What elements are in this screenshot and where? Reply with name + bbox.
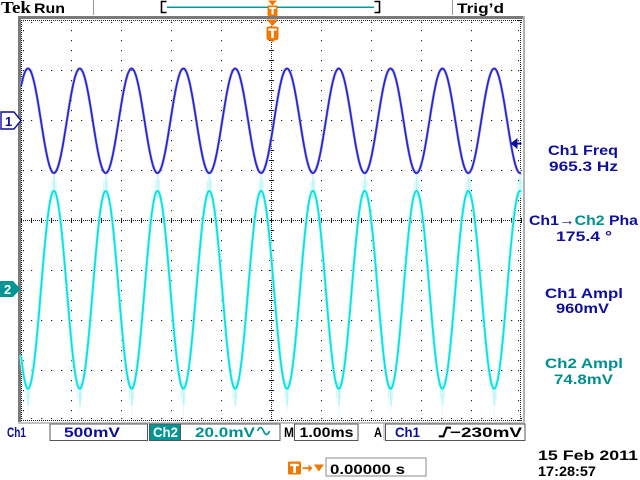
svg-text:965.3 Hz: 965.3 Hz [549, 158, 618, 174]
svg-text:Ch2 Ampl: Ch2 Ampl [545, 355, 623, 371]
svg-text:Ch1: Ch1 [395, 424, 420, 440]
svg-text:960mV: 960mV [556, 300, 610, 316]
svg-text:15 Feb 2011: 15 Feb 2011 [538, 447, 638, 463]
svg-text:Ch1 Ampl: Ch1 Ampl [545, 285, 623, 301]
svg-text:A: A [374, 424, 382, 440]
svg-text:Ch1 Freq: Ch1 Freq [548, 142, 618, 158]
svg-text:M: M [284, 424, 294, 440]
svg-text:Run: Run [34, 0, 65, 16]
svg-text:0.00000 s: 0.00000 s [330, 461, 405, 477]
svg-text:1: 1 [5, 114, 12, 129]
svg-text:74.8mV: 74.8mV [554, 371, 614, 387]
svg-text:17:28:57: 17:28:57 [538, 463, 596, 479]
svg-text:−230mV: −230mV [450, 424, 523, 440]
svg-text:175.4 °: 175.4 ° [556, 228, 612, 244]
svg-text:Trig’d: Trig’d [457, 0, 504, 16]
svg-text:1.00ms: 1.00ms [300, 424, 354, 440]
svg-text:500mV: 500mV [64, 424, 121, 440]
svg-text:Ch1→Ch2 Pha: Ch1→ Ch2 Pha [529, 212, 638, 228]
svg-text:20.0mV: 20.0mV [195, 424, 256, 440]
svg-text:2: 2 [4, 282, 11, 297]
svg-text:Tek: Tek [1, 0, 32, 17]
svg-text:Ch1: Ch1 [7, 424, 26, 440]
svg-text:Ch2: Ch2 [153, 424, 178, 440]
